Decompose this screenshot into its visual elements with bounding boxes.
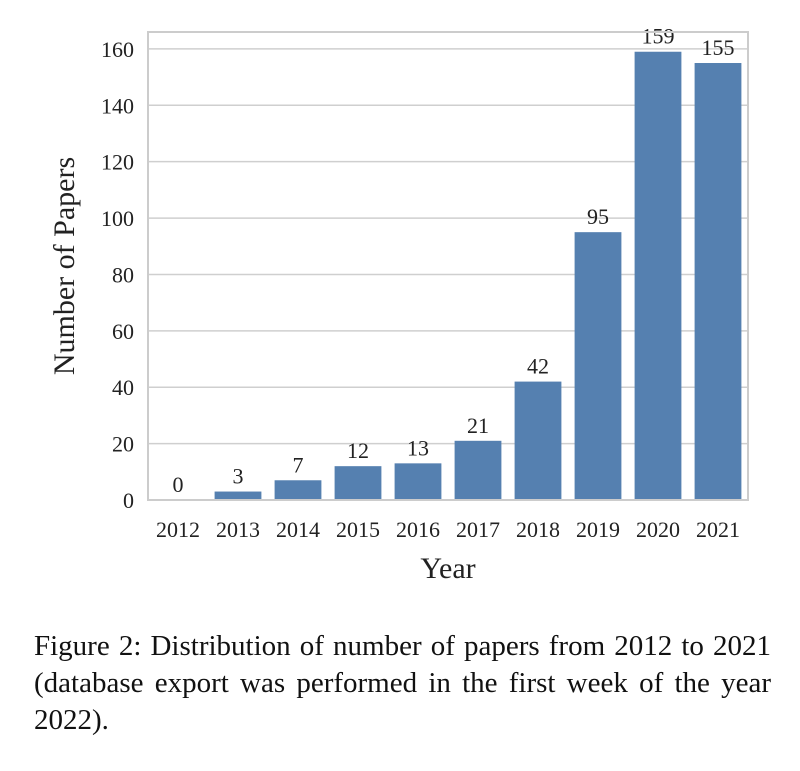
bar-value-label: 159 bbox=[642, 24, 675, 49]
bar bbox=[334, 466, 382, 500]
x-tick-label: 2013 bbox=[216, 517, 260, 542]
y-tick-label: 0 bbox=[123, 488, 134, 513]
y-tick-label: 80 bbox=[112, 262, 134, 287]
y-tick-label: 100 bbox=[101, 206, 134, 231]
bar-value-label: 21 bbox=[467, 413, 489, 438]
gridlines bbox=[148, 48, 748, 501]
x-axis-title: Year bbox=[420, 552, 475, 585]
bar-value-label: 42 bbox=[527, 354, 549, 379]
bar-chart: 0 3 7 12 13 21 42 95 159 155 0 20 40 60 80 100 120 140 16… bbox=[48, 24, 749, 585]
x-tick-label: 2018 bbox=[516, 517, 560, 542]
data-labels: 0 3 7 12 13 21 42 95 159 155 bbox=[173, 24, 735, 497]
x-tick-label: 2014 bbox=[276, 517, 320, 542]
bars bbox=[214, 51, 742, 501]
bar bbox=[274, 480, 322, 500]
y-axis-title: Number of Papers bbox=[48, 157, 81, 375]
x-tick-label: 2020 bbox=[636, 517, 680, 542]
y-tick-labels: 0 20 40 60 80 100 120 140 160 bbox=[101, 37, 134, 513]
y-tick-label: 60 bbox=[112, 319, 134, 344]
y-tick-label: 140 bbox=[101, 93, 134, 118]
y-tick-label: 20 bbox=[112, 432, 134, 457]
bar-value-label: 155 bbox=[702, 35, 735, 60]
bar-value-label: 0 bbox=[173, 472, 184, 497]
x-tick-label: 2019 bbox=[576, 517, 620, 542]
plot-frame bbox=[147, 31, 749, 501]
bar-value-label: 95 bbox=[587, 204, 609, 229]
bar bbox=[454, 440, 502, 500]
y-tick-label: 120 bbox=[101, 150, 134, 175]
x-tick-label: 2021 bbox=[696, 517, 740, 542]
figure-caption: Figure 2: Distribution of number of pape… bbox=[34, 630, 771, 736]
bar bbox=[634, 51, 682, 501]
bar bbox=[394, 463, 442, 500]
x-tick-label: 2015 bbox=[336, 517, 380, 542]
x-tick-label: 2012 bbox=[156, 517, 200, 542]
bar-value-label: 7 bbox=[293, 452, 304, 477]
y-tick-label: 160 bbox=[101, 37, 134, 62]
x-tick-label: 2016 bbox=[396, 517, 440, 542]
bar bbox=[514, 381, 562, 500]
bar bbox=[694, 63, 742, 500]
bar-value-label: 13 bbox=[407, 435, 429, 460]
bar-value-label: 3 bbox=[233, 464, 244, 489]
bar bbox=[214, 491, 262, 500]
y-tick-label: 40 bbox=[112, 375, 134, 400]
x-tick-label: 2017 bbox=[456, 517, 500, 542]
bar bbox=[574, 232, 622, 500]
bar-value-label: 12 bbox=[347, 438, 369, 463]
x-tick-labels: 2012 2013 2014 2015 2016 2017 2018 2019 2020 2021 bbox=[156, 517, 740, 542]
